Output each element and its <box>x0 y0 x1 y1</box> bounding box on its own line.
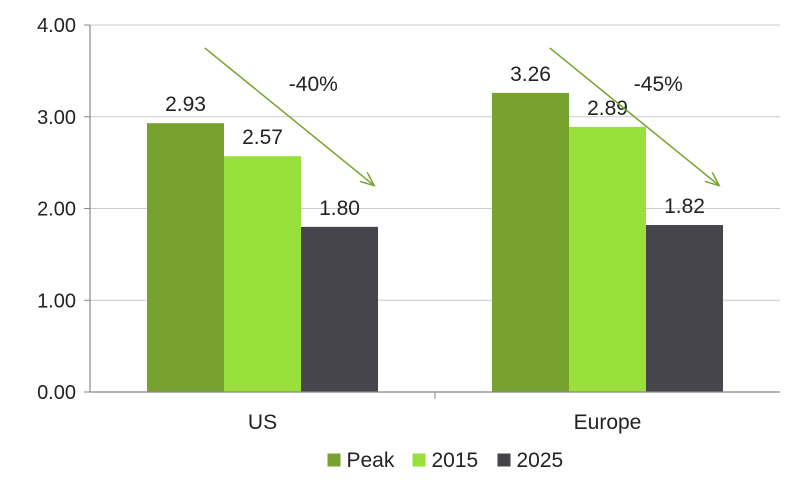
axes <box>84 24 780 399</box>
data-label: 1.80 <box>319 197 360 220</box>
legend-swatch <box>412 453 426 467</box>
legend-swatch <box>497 453 511 467</box>
y-tick-label: 1.00 <box>37 290 76 312</box>
annotations: -40% -45% <box>204 47 719 186</box>
legend-swatch <box>327 453 341 467</box>
data-labels: 0.00 1.00 2.00 3.00 4.00 US 2.93 2.57 1.80 Europe… <box>37 15 705 434</box>
legend: Peak 2015 2025 <box>327 449 564 472</box>
trend-arrow <box>549 47 719 186</box>
data-label: 2.93 <box>165 93 206 116</box>
data-label: 2.57 <box>242 126 283 149</box>
x-tick-label: US <box>248 411 277 434</box>
annotation-label: -40% <box>289 73 338 96</box>
legend-label: Peak <box>347 449 395 472</box>
legend-label: 2025 <box>517 449 564 472</box>
bar <box>569 126 646 392</box>
legend-label: 2015 <box>432 449 479 472</box>
bar <box>224 156 301 392</box>
data-label: 3.26 <box>510 63 551 86</box>
y-tick-label: 0.00 <box>37 382 76 404</box>
bars <box>147 92 723 393</box>
bar <box>301 226 378 392</box>
trend-arrow <box>204 47 374 186</box>
bar <box>492 92 569 393</box>
y-tick-label: 2.00 <box>37 199 76 221</box>
y-tick-label: 3.00 <box>37 107 76 129</box>
x-tick-label: Europe <box>574 411 642 434</box>
data-label: 1.82 <box>664 195 705 218</box>
bar <box>147 123 224 393</box>
y-tick-label: 4.00 <box>37 15 76 37</box>
annotation-label: -45% <box>634 73 683 96</box>
data-label: 2.89 <box>587 97 628 120</box>
bar <box>646 225 723 392</box>
